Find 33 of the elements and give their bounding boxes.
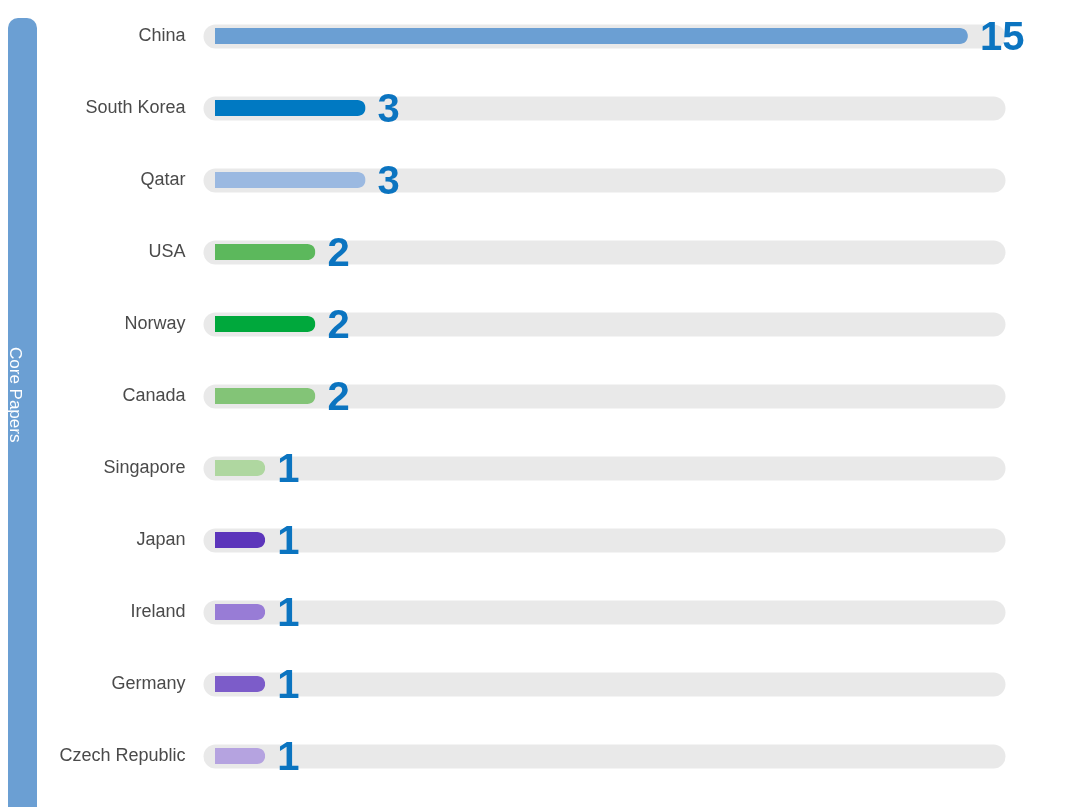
- y-tick-label: Qatar: [140, 169, 186, 189]
- data-label: 1: [277, 734, 300, 778]
- bar: [215, 460, 266, 476]
- data-label: 1: [277, 518, 300, 562]
- y-tick-label: Czech Republic: [59, 745, 186, 765]
- y-tick-label: Norway: [124, 313, 186, 333]
- bar: [215, 532, 266, 548]
- y-tick-label: Japan: [136, 529, 186, 549]
- y-tick-label: China: [138, 25, 187, 45]
- bar: [215, 172, 366, 188]
- data-label: 15: [979, 14, 1025, 58]
- data-label: 1: [277, 590, 300, 634]
- y-tick-label: USA: [148, 241, 186, 261]
- y-tick-label: Ireland: [130, 601, 186, 621]
- data-label: 1: [277, 662, 300, 706]
- data-label: 3: [377, 86, 400, 130]
- data-label: 2: [327, 374, 350, 418]
- y-axis-title: Core Papers: [4, 346, 25, 443]
- data-label: 1: [277, 446, 300, 490]
- bar: [215, 748, 266, 764]
- y-tick-label: South Korea: [85, 97, 187, 117]
- bar: [215, 388, 316, 404]
- y-tick-label: Germany: [111, 673, 186, 693]
- y-tick-label: Canada: [122, 385, 187, 405]
- bar: [215, 316, 316, 332]
- bar: [215, 676, 266, 692]
- data-label: 2: [327, 230, 350, 274]
- data-label: 2: [327, 302, 350, 346]
- bar: [215, 100, 366, 116]
- bar: [215, 244, 316, 260]
- data-label: 3: [377, 158, 400, 202]
- bar: [215, 604, 266, 620]
- y-tick-label: Singapore: [103, 457, 186, 477]
